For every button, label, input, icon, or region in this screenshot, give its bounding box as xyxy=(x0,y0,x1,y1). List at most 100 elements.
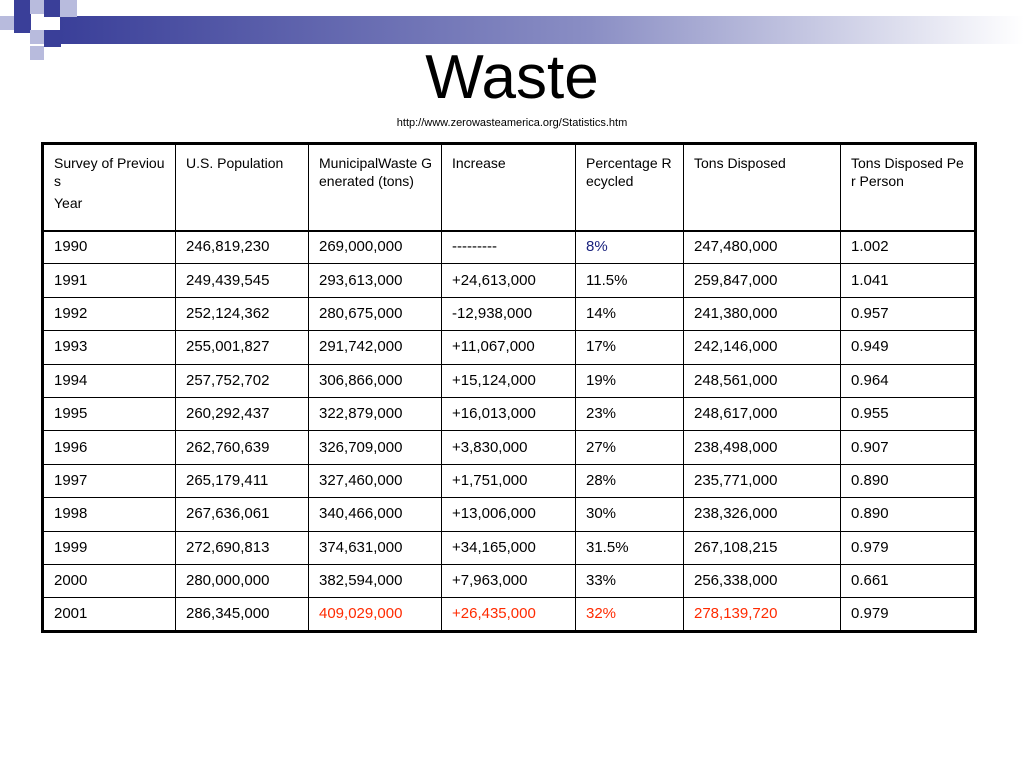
cell-year: 1991 xyxy=(42,263,176,298)
cell-year: 1998 xyxy=(42,497,176,532)
cell-population: 265,179,411 xyxy=(175,463,309,499)
cell-waste-generated: 291,742,000 xyxy=(308,330,442,365)
cell-population: 255,001,827 xyxy=(175,330,309,365)
cell-increase: +24,613,000 xyxy=(441,263,576,298)
cell-waste-generated: 306,866,000 xyxy=(308,363,442,398)
cell-increase: +16,013,000 xyxy=(441,396,576,432)
cell-tons-per-person: 0.979 xyxy=(840,530,976,565)
cell-percentage-recycled: 17% xyxy=(575,330,684,365)
cell-percentage-recycled: 19% xyxy=(575,363,684,398)
cell-year: 1995 xyxy=(42,396,176,432)
cell-percentage-recycled: 11.5% xyxy=(575,263,684,298)
cell-population: 257,752,702 xyxy=(175,363,309,398)
cell-tons-per-person: 1.002 xyxy=(840,229,976,265)
header-tons-per-person: Tons Disposed Per Person xyxy=(840,143,976,232)
deco-square xyxy=(14,0,31,17)
cell-population: 249,439,545 xyxy=(175,263,309,298)
cell-year: 1996 xyxy=(42,430,176,465)
cell-tons-disposed: 242,146,000 xyxy=(683,330,841,365)
cell-waste-generated: 340,466,000 xyxy=(308,497,442,532)
table-row: 1992 252,124,362 280,675,000 -12,938,000… xyxy=(42,296,976,332)
cell-percentage-recycled: 33% xyxy=(575,563,684,599)
table-row: 2000 280,000,000 382,594,000 +7,963,000 … xyxy=(42,563,976,599)
cell-waste-generated: 326,709,000 xyxy=(308,430,442,465)
cell-increase: +13,006,000 xyxy=(441,497,576,532)
cell-tons-per-person: 0.949 xyxy=(840,330,976,365)
cell-increase: --------- xyxy=(441,229,576,265)
cell-increase: +34,165,000 xyxy=(441,530,576,565)
table-row: 1993 255,001,827 291,742,000 +11,067,000… xyxy=(42,330,976,365)
cell-tons-disposed: 241,380,000 xyxy=(683,296,841,332)
cell-tons-per-person: 0.979 xyxy=(840,597,976,632)
deco-square xyxy=(30,0,44,14)
cell-increase: +11,067,000 xyxy=(441,330,576,365)
deco-square xyxy=(0,16,14,30)
deco-square xyxy=(30,30,44,44)
header-survey-year: Survey of Previous Year xyxy=(42,143,176,232)
cell-population: 267,636,061 xyxy=(175,497,309,532)
cell-tons-disposed: 278,139,720 xyxy=(683,597,841,632)
table-row: 1994 257,752,702 306,866,000 +15,124,000… xyxy=(42,363,976,398)
cell-tons-disposed: 235,771,000 xyxy=(683,463,841,499)
table-row: 1995 260,292,437 322,879,000 +16,013,000… xyxy=(42,396,976,432)
header-percentage-recycled: Percentage Recycled xyxy=(575,143,684,232)
cell-population: 246,819,230 xyxy=(175,229,309,265)
header-increase: Increase xyxy=(441,143,576,232)
cell-percentage-recycled: 28% xyxy=(575,463,684,499)
header-population: U.S. Population xyxy=(175,143,309,232)
cell-year: 2000 xyxy=(42,563,176,599)
cell-percentage-recycled: 14% xyxy=(575,296,684,332)
cell-waste-generated: 280,675,000 xyxy=(308,296,442,332)
cell-waste-generated: 293,613,000 xyxy=(308,263,442,298)
cell-percentage-recycled: 23% xyxy=(575,396,684,432)
cell-population: 280,000,000 xyxy=(175,563,309,599)
cell-tons-disposed: 259,847,000 xyxy=(683,263,841,298)
cell-tons-per-person: 0.957 xyxy=(840,296,976,332)
cell-increase: +15,124,000 xyxy=(441,363,576,398)
table-row: 1999 272,690,813 374,631,000 +34,165,000… xyxy=(42,530,976,565)
table-row: 2001 286,345,000 409,029,000 +26,435,000… xyxy=(42,597,976,632)
cell-waste-generated: 382,594,000 xyxy=(308,563,442,599)
cell-tons-per-person: 0.964 xyxy=(840,363,976,398)
table-row: 1990 246,819,230 269,000,000 --------- 8… xyxy=(42,229,976,265)
table-row: 1996 262,760,639 326,709,000 +3,830,000 … xyxy=(42,430,976,465)
table-header-row: Survey of Previous Year U.S. Population … xyxy=(42,143,976,232)
cell-tons-disposed: 238,326,000 xyxy=(683,497,841,532)
cell-year: 1992 xyxy=(42,296,176,332)
cell-tons-disposed: 256,338,000 xyxy=(683,563,841,599)
slide-title: Waste xyxy=(425,43,599,112)
deco-square xyxy=(30,46,44,60)
cell-tons-per-person: 1.041 xyxy=(840,263,976,298)
cell-tons-disposed: 247,480,000 xyxy=(683,229,841,265)
table-row: 1998 267,636,061 340,466,000 +13,006,000… xyxy=(42,497,976,532)
cell-tons-disposed: 238,498,000 xyxy=(683,430,841,465)
cell-waste-generated: 269,000,000 xyxy=(308,229,442,265)
cell-population: 272,690,813 xyxy=(175,530,309,565)
cell-waste-generated: 327,460,000 xyxy=(308,463,442,499)
deco-square xyxy=(44,30,61,47)
header-municipal-waste: MunicipalWaste Generated (tons) xyxy=(308,143,442,232)
deco-square xyxy=(44,0,61,17)
cell-percentage-recycled: 30% xyxy=(575,497,684,532)
table-row: 1997 265,179,411 327,460,000 +1,751,000 … xyxy=(42,463,976,499)
cell-population: 262,760,639 xyxy=(175,430,309,465)
cell-population: 286,345,000 xyxy=(175,597,309,632)
cell-year: 1990 xyxy=(42,229,176,265)
cell-tons-per-person: 0.907 xyxy=(840,430,976,465)
cell-tons-disposed: 267,108,215 xyxy=(683,530,841,565)
source-url[interactable]: http://www.zerowasteamerica.org/Statisti… xyxy=(396,117,628,129)
cell-year: 1997 xyxy=(42,463,176,499)
cell-year: 2001 xyxy=(42,597,176,632)
header-gradient-bar xyxy=(60,16,1024,44)
deco-square xyxy=(60,0,77,17)
cell-tons-per-person: 0.661 xyxy=(840,563,976,599)
cell-tons-per-person: 0.955 xyxy=(840,396,976,432)
cell-population: 252,124,362 xyxy=(175,296,309,332)
table-row: 1991 249,439,545 293,613,000 +24,613,000… xyxy=(42,263,976,298)
waste-statistics-table: Survey of Previous Year U.S. Population … xyxy=(41,142,977,633)
cell-waste-generated: 374,631,000 xyxy=(308,530,442,565)
header-year-label: Year xyxy=(54,195,83,211)
cell-year: 1993 xyxy=(42,330,176,365)
cell-increase: +3,830,000 xyxy=(441,430,576,465)
cell-increase: +1,751,000 xyxy=(441,463,576,499)
